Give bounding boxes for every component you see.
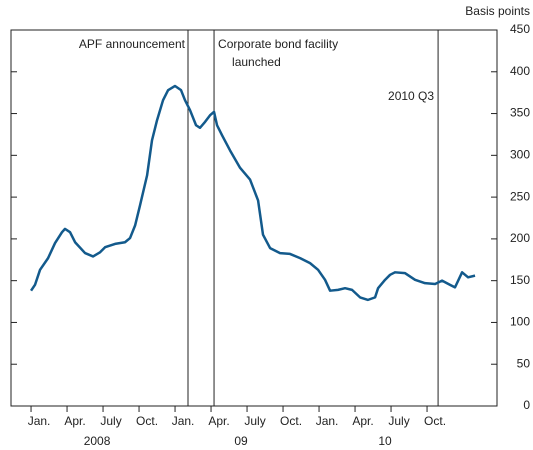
x-tick-label: July (388, 414, 409, 428)
y-tick-label: 50 (517, 356, 531, 370)
year-label: 09 (234, 434, 248, 448)
x-tick-label: Jan. (316, 414, 339, 428)
year-label: 10 (378, 434, 392, 448)
y-tick-label: 150 (510, 273, 530, 287)
y-tick-label: 200 (510, 231, 530, 245)
x-tick-label: Apr. (64, 414, 85, 428)
y-tick-label: 400 (510, 64, 530, 78)
y-tick-label: 250 (510, 189, 530, 203)
y-tick-label: 450 (510, 22, 530, 36)
year-label: 2008 (84, 434, 111, 448)
y-axis-label: Basis points (465, 4, 530, 18)
data-line (30, 84, 476, 302)
y-tick-label: 350 (510, 106, 530, 120)
x-tick-label: Oct. (280, 414, 302, 428)
x-tick-label: Jan. (28, 414, 51, 428)
x-tick-label: July (100, 414, 121, 428)
y-tick-label: 100 (510, 315, 530, 329)
x-tick-label: Apr. (208, 414, 229, 428)
x-tick-label: July (244, 414, 265, 428)
x-tick-label: Oct. (136, 414, 158, 428)
event-label: Corporate bond facility (218, 37, 338, 51)
event-label: 2010 Q3 (388, 89, 434, 103)
x-tick-label: Jan. (172, 414, 195, 428)
y-tick-label: 300 (510, 148, 530, 162)
event-label: APF announcement (79, 37, 186, 51)
event-label: launched (232, 55, 281, 69)
plot-frame (10, 29, 498, 407)
x-tick-label: Oct. (424, 414, 446, 428)
y-tick-label: 0 (523, 398, 530, 412)
x-tick-label: Apr. (352, 414, 373, 428)
